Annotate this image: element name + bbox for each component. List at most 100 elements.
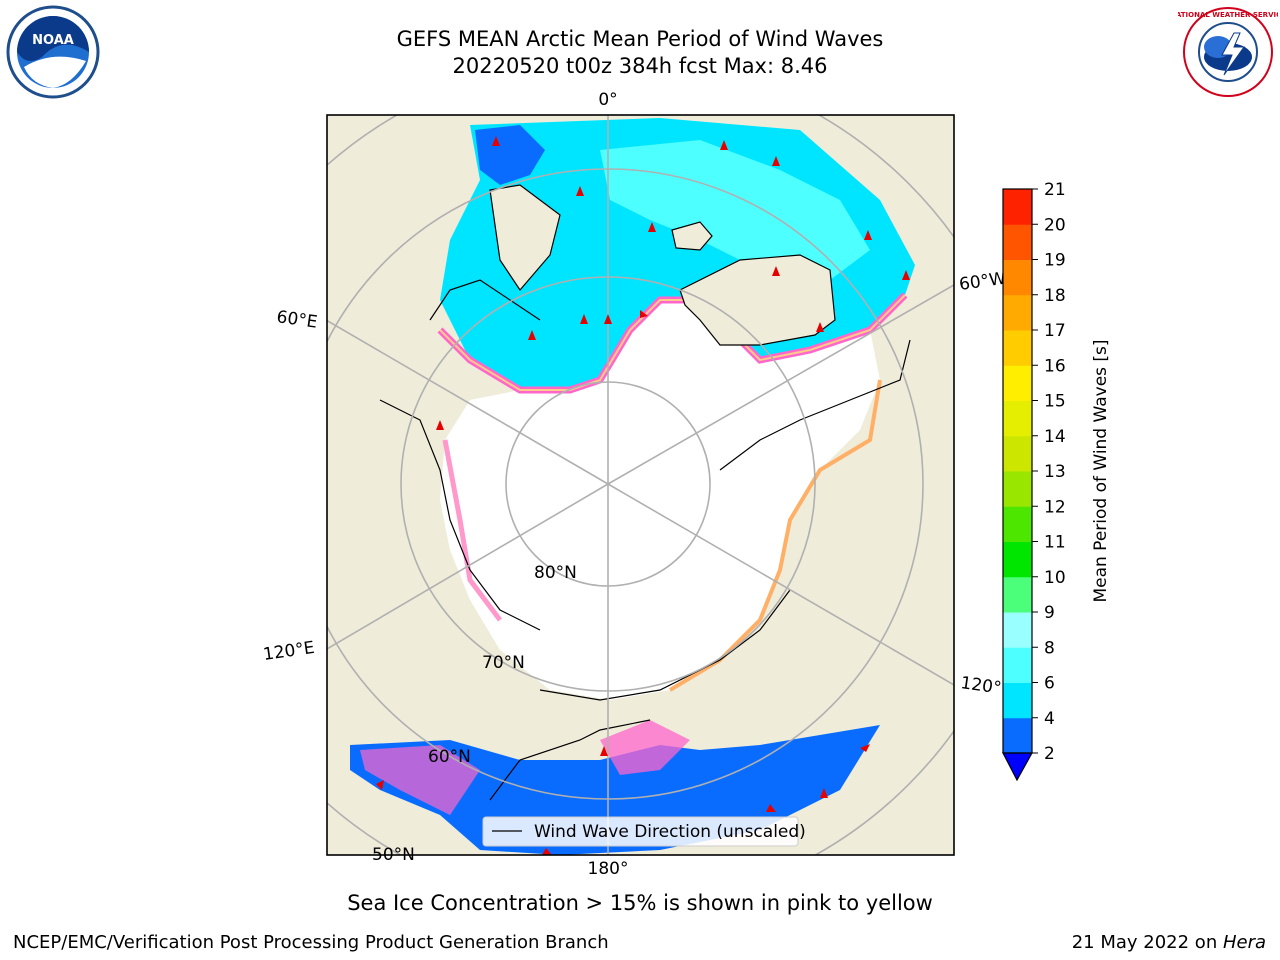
colorbar-tick-label: 16 xyxy=(1044,356,1066,376)
meridian-label-60w: 60°W xyxy=(958,269,1007,295)
colorbar-segment xyxy=(1003,435,1032,472)
noaa-logo-text: NOAA xyxy=(32,33,74,48)
footer-credit: NCEP/EMC/Verification Post Processing Pr… xyxy=(13,932,609,953)
colorbar-tick-label: 17 xyxy=(1044,321,1066,341)
wind-arrows xyxy=(376,136,910,855)
colorbar-tick-label: 20 xyxy=(1044,215,1066,235)
colorbar-segment xyxy=(1003,576,1032,613)
meridian-label-60e: 60°E xyxy=(275,307,318,332)
wind-arrow xyxy=(648,222,656,232)
meridian-60e xyxy=(327,319,609,485)
colorbar-tick-label: 9 xyxy=(1044,603,1055,623)
chart-title: GEFS MEAN Arctic Mean Period of Wind Wav… xyxy=(396,27,884,51)
footer-date: 21 May 2022 on Hera xyxy=(1072,932,1266,953)
colorbar-segment xyxy=(1003,189,1032,225)
wind-arrow xyxy=(816,322,824,332)
colorbar-segment xyxy=(1003,365,1032,401)
wind-direction-legend: Wind Wave Direction (unscaled) xyxy=(482,816,806,847)
ice-okhotsk xyxy=(360,745,480,815)
colorbar-segment xyxy=(1003,717,1032,754)
colorbar-segment xyxy=(1003,612,1032,648)
coastline-chukotka xyxy=(489,719,651,801)
wind-arrow xyxy=(542,848,552,855)
map-area xyxy=(327,115,954,855)
parallel-label-80n: 80°N xyxy=(534,563,577,583)
colorbar-label: Mean Period of Wind Waves [s] xyxy=(1091,339,1111,602)
colorbar-segment xyxy=(1003,506,1032,542)
open-water-baltic xyxy=(475,125,545,185)
wind-arrow xyxy=(580,314,588,324)
colorbar-tick-label: 14 xyxy=(1044,427,1066,447)
nws-logo: NATIONAL WEATHER SERVICE xyxy=(1170,5,1280,99)
ice-bering xyxy=(600,720,690,775)
meridian-60w xyxy=(607,284,954,485)
colorbar-ticks: 2 4 6 8 9 10 11 12 13 14 15 16 17 18 19 20 21 xyxy=(1032,180,1066,764)
colorbar-tick-label: 15 xyxy=(1044,392,1066,412)
colorbar-segment xyxy=(1003,400,1032,437)
meridian-label-120e: 120°E xyxy=(262,638,316,665)
greenland xyxy=(679,254,836,346)
colorbar-tick-label: 12 xyxy=(1044,497,1066,517)
wind-arrow xyxy=(600,746,608,756)
noaa-logo: NOAA xyxy=(2,5,104,99)
footer-date-text: 21 May 2022 on xyxy=(1071,932,1223,953)
chart-subtitle: 20220520 t00z 384h fcst Max: 8.46 xyxy=(452,54,828,78)
colorbar-segment xyxy=(1003,541,1032,578)
colorbar-segment xyxy=(1003,330,1032,366)
sea-ice-note: Sea Ice Concentration > 15% is shown in … xyxy=(347,891,933,915)
colorbar-segment xyxy=(1003,224,1032,260)
meridian-120w xyxy=(607,483,954,686)
colorbar-tick-label: 19 xyxy=(1044,251,1066,271)
legend-label: Wind Wave Direction (unscaled) xyxy=(534,822,806,842)
colorbar: 2 4 6 8 9 10 11 12 13 14 15 16 17 18 19 20 21 Mean Perio… xyxy=(1002,180,1111,782)
colorbar-tick-label: 18 xyxy=(1044,286,1066,306)
wind-arrow xyxy=(902,270,910,280)
coastline-russia xyxy=(429,279,541,321)
wind-arrow xyxy=(864,230,872,240)
colorbar-segments xyxy=(1003,189,1032,754)
wind-arrow xyxy=(604,314,612,324)
wind-arrow xyxy=(436,420,444,430)
colorbar-segment xyxy=(1003,259,1032,296)
map-frame xyxy=(326,114,955,856)
colorbar-segment xyxy=(1003,682,1032,719)
ice-edge-siberia xyxy=(442,439,502,622)
wind-arrow xyxy=(860,744,870,752)
colorbar-segment xyxy=(1003,647,1032,683)
iceland xyxy=(671,221,713,251)
wind-arrow xyxy=(772,156,780,166)
colorbar-tick-label: 6 xyxy=(1044,674,1055,694)
wind-arrow xyxy=(820,788,828,798)
colorbar-segment xyxy=(1003,471,1032,507)
wind-arrow xyxy=(376,780,384,790)
colorbar-tick-label: 10 xyxy=(1044,568,1066,588)
parallel-label-70n: 70°N xyxy=(482,653,525,673)
colorbar-segment xyxy=(1003,294,1032,331)
wind-arrow xyxy=(528,330,536,340)
colorbar-tick-label: 21 xyxy=(1044,180,1066,200)
meridian-120e xyxy=(327,483,609,650)
colorbar-tick-label: 13 xyxy=(1044,462,1066,482)
colorbar-tick-label: 4 xyxy=(1044,709,1055,729)
wind-arrow xyxy=(772,266,780,276)
coastline-alaska xyxy=(539,589,791,701)
parallel-label-50n: 50°N xyxy=(372,845,415,865)
parallel-label-60n: 60°N xyxy=(428,747,471,767)
wind-arrow xyxy=(492,136,500,146)
colorbar-tick-label: 2 xyxy=(1044,744,1055,764)
coastline-canada xyxy=(719,339,911,471)
meridian-label-0: 0° xyxy=(598,90,617,110)
meridian-label-180: 180° xyxy=(588,859,629,879)
colorbar-tick-label: 8 xyxy=(1044,638,1055,658)
wind-arrow xyxy=(720,140,728,150)
colorbar-under-arrow xyxy=(1002,752,1034,782)
scandinavia xyxy=(489,184,561,291)
nws-logo-text: NATIONAL WEATHER SERVICE xyxy=(1178,11,1278,19)
colorbar-tick-label: 11 xyxy=(1044,533,1066,553)
wind-arrow xyxy=(640,310,648,318)
footer-host: Hera xyxy=(1222,932,1266,953)
wind-arrow xyxy=(576,186,584,196)
wind-arrow xyxy=(766,804,776,812)
coastline-siberia xyxy=(379,399,541,631)
